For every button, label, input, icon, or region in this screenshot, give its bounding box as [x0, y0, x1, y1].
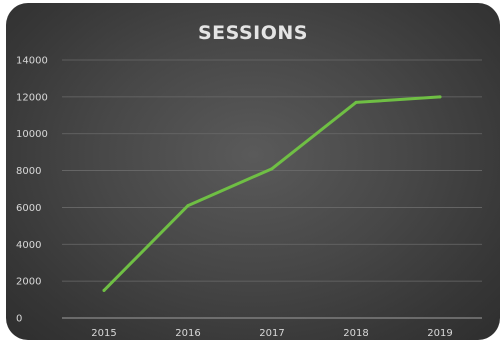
data-point — [186, 204, 190, 208]
y-tick-label: 2000 — [16, 277, 41, 288]
chart-title: SESSIONS — [198, 22, 308, 44]
gridlines — [62, 59, 482, 319]
data-point — [438, 95, 442, 99]
x-tick-label: 2018 — [343, 328, 368, 339]
x-tick-label: 2015 — [91, 328, 116, 339]
y-tick-label: 0 — [16, 314, 22, 325]
x-axis-ticks: 2015 2016 2017 2018 2019 — [91, 328, 452, 339]
y-tick-label: 14000 — [16, 56, 48, 67]
x-tick-label: 2017 — [259, 328, 284, 339]
x-tick-label: 2019 — [427, 328, 452, 339]
y-axis-ticks: 0 2000 4000 6000 8000 10000 12000 14000 — [16, 56, 48, 325]
y-tick-label: 12000 — [16, 92, 48, 103]
series — [102, 95, 442, 292]
x-tick-label: 2016 — [175, 328, 200, 339]
data-point — [102, 288, 106, 292]
y-tick-label: 4000 — [16, 240, 41, 251]
data-point — [270, 167, 274, 171]
chart-card: SESSIONS — [6, 3, 500, 340]
series-line — [102, 95, 442, 292]
y-tick-label: 8000 — [16, 166, 41, 177]
y-tick-label: 10000 — [16, 129, 48, 140]
data-point — [354, 100, 358, 104]
y-tick-label: 6000 — [16, 203, 41, 214]
